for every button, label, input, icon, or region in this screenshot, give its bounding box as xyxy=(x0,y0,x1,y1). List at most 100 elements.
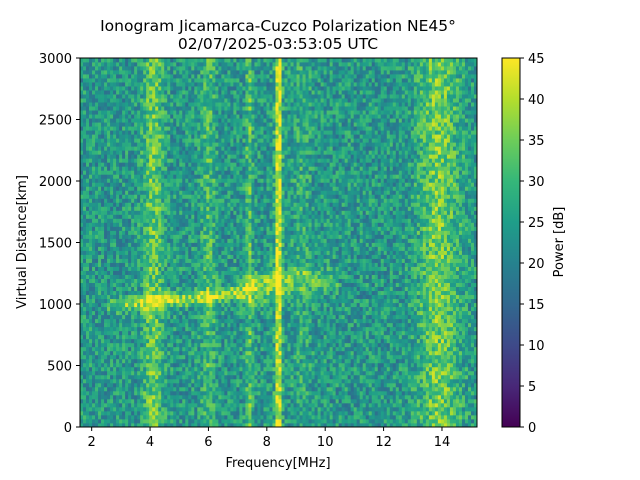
heatmap-cell xyxy=(203,274,207,279)
heatmap-cell xyxy=(95,218,99,223)
heatmap-cell xyxy=(125,394,129,400)
heatmap-cell xyxy=(221,174,225,179)
heatmap-cell xyxy=(179,346,183,352)
heatmap-cell xyxy=(194,138,198,143)
heatmap-cell xyxy=(158,314,162,320)
heatmap-cell xyxy=(170,322,174,328)
heatmap-cell xyxy=(131,62,135,67)
heatmap-cell xyxy=(233,254,237,259)
heatmap-cell xyxy=(221,350,225,356)
heatmap-cell xyxy=(83,266,87,271)
heatmap-cell xyxy=(227,302,231,308)
heatmap-cell xyxy=(86,398,90,404)
heatmap-cell xyxy=(218,154,222,159)
heatmap-cell xyxy=(185,202,189,207)
heatmap-cell xyxy=(206,418,210,424)
heatmap-cell xyxy=(131,234,135,239)
heatmap-cell xyxy=(83,382,87,388)
heatmap-cell xyxy=(92,202,96,207)
heatmap-cell xyxy=(89,126,93,131)
heatmap-cell xyxy=(122,302,126,308)
heatmap-cell xyxy=(170,298,174,304)
heatmap-cell xyxy=(218,350,222,356)
heatmap-cell xyxy=(182,262,186,267)
heatmap-cell xyxy=(224,154,228,159)
heatmap-cell xyxy=(197,146,201,151)
heatmap-cell xyxy=(209,366,213,372)
heatmap-cell xyxy=(161,350,165,356)
heatmap-cell xyxy=(167,390,171,396)
heatmap-cell xyxy=(218,278,222,284)
heatmap-cell xyxy=(125,222,129,227)
heatmap-cell xyxy=(83,314,87,320)
heatmap-cell xyxy=(221,322,225,328)
heatmap-cell xyxy=(125,126,129,131)
heatmap-cell xyxy=(230,118,234,123)
heatmap-cell xyxy=(122,86,126,91)
heatmap-cell xyxy=(215,230,219,235)
heatmap-cell xyxy=(137,282,141,288)
heatmap-cell xyxy=(140,370,144,376)
heatmap-cell xyxy=(119,206,123,211)
heatmap-cell xyxy=(125,210,129,215)
heatmap-cell xyxy=(173,262,177,267)
heatmap-cell xyxy=(140,206,144,211)
heatmap-cell xyxy=(101,162,105,167)
heatmap-cell xyxy=(140,342,144,348)
heatmap-cell xyxy=(140,422,144,428)
heatmap-cell xyxy=(134,210,138,215)
heatmap-cell xyxy=(137,230,141,235)
heatmap-cell xyxy=(170,306,174,312)
heatmap-cell xyxy=(206,334,210,340)
heatmap-cell xyxy=(113,206,117,211)
heatmap-cell xyxy=(188,346,192,352)
heatmap-cell xyxy=(182,302,186,308)
heatmap-cell xyxy=(128,334,132,340)
heatmap-cell xyxy=(152,370,156,376)
heatmap-cell xyxy=(170,250,174,255)
heatmap-cell xyxy=(143,142,147,147)
heatmap-cell xyxy=(146,354,150,360)
heatmap-cell xyxy=(119,402,123,408)
heatmap-cell xyxy=(239,246,243,251)
heatmap-cell xyxy=(236,298,240,304)
heatmap-cell xyxy=(119,114,123,119)
heatmap-cell xyxy=(83,406,87,412)
heatmap-cell xyxy=(212,142,216,147)
heatmap-cell xyxy=(83,354,87,360)
heatmap-cell xyxy=(194,250,198,255)
heatmap-cell xyxy=(119,350,123,356)
heatmap-cell xyxy=(185,98,189,103)
heatmap-cell xyxy=(194,390,198,396)
heatmap-cell xyxy=(152,238,156,243)
heatmap-cell xyxy=(218,390,222,396)
heatmap-cell xyxy=(83,414,87,420)
heatmap-cell xyxy=(137,370,141,376)
heatmap-cell xyxy=(149,158,153,163)
heatmap-cell xyxy=(164,378,168,384)
heatmap-cell xyxy=(236,390,240,396)
heatmap-cell xyxy=(224,346,228,352)
heatmap-cell xyxy=(128,118,132,123)
heatmap-cell xyxy=(170,370,174,376)
heatmap-cell xyxy=(95,246,99,251)
heatmap-cell xyxy=(80,318,84,324)
heatmap-cell xyxy=(95,166,99,171)
heatmap-cell xyxy=(122,102,126,107)
heatmap-cell xyxy=(221,102,225,107)
heatmap-cell xyxy=(236,418,240,424)
heatmap-cell xyxy=(176,94,180,99)
heatmap-cell xyxy=(107,342,111,348)
heatmap-cell xyxy=(209,354,213,360)
heatmap-cell xyxy=(209,346,213,352)
heatmap-cell xyxy=(161,234,165,239)
heatmap-cell xyxy=(101,182,105,187)
heatmap-cell xyxy=(101,394,105,400)
heatmap-cell xyxy=(95,398,99,404)
heatmap-cell xyxy=(170,230,174,235)
heatmap-cell xyxy=(191,214,195,219)
heatmap-cell xyxy=(155,386,159,392)
heatmap-cell xyxy=(110,218,114,223)
heatmap-cell xyxy=(116,102,120,107)
heatmap-cell xyxy=(212,214,216,219)
